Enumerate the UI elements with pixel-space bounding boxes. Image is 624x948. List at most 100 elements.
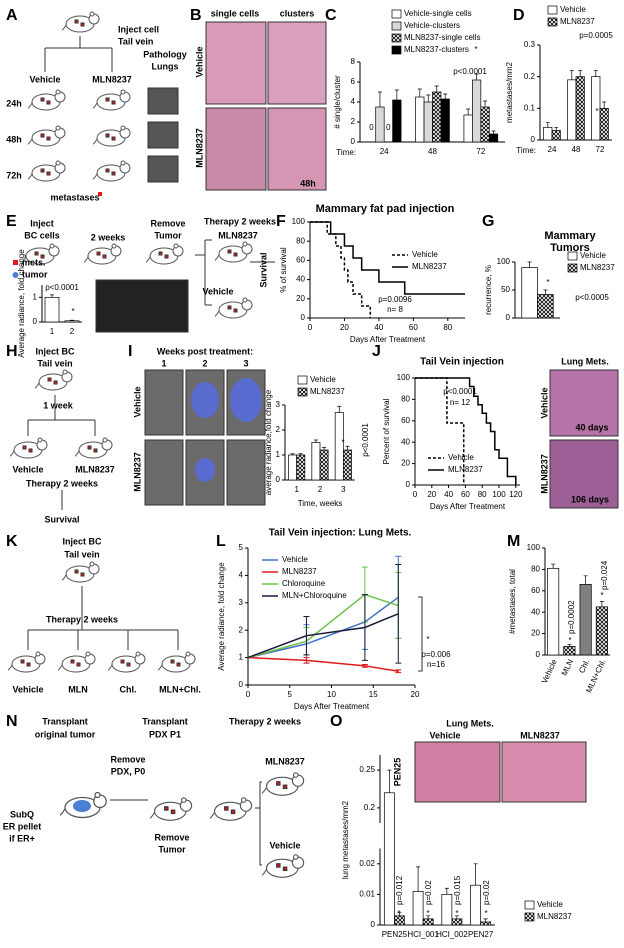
x-tick-label: PEN27 [468, 930, 494, 939]
legend-swatch [567, 251, 578, 261]
y-axis-label: lung metastases/mm2 [341, 800, 350, 879]
bar [311, 442, 321, 481]
bar [567, 79, 577, 141]
x-axis-label: Time: [516, 146, 536, 155]
diagram-label: if ER+ [9, 833, 35, 843]
legend-label: MLN8237-single cells [404, 33, 480, 42]
y-tick-label: 20 [401, 459, 410, 468]
error-bar [387, 769, 392, 793]
error-bar [337, 405, 342, 413]
y-tick-label: 3 [239, 598, 244, 607]
error-bar [417, 88, 422, 97]
diagram-label: MLN [68, 684, 88, 694]
diagram-label: Therapy 2 weeks [204, 216, 276, 226]
error-bar [303, 657, 310, 664]
x-tick-label: 48 [572, 145, 581, 154]
y-tick-label: 60 [401, 416, 410, 425]
x-tick-label: 1 [50, 327, 55, 336]
error-bar [361, 663, 368, 668]
legend-label: Vehicle [580, 251, 606, 260]
chart-title: Tail Vein injection: Lung Mets. [269, 528, 412, 539]
y-axis-label: Average radiance, fold change [217, 562, 226, 671]
bar [375, 106, 385, 143]
y-tick-label: 0 [506, 313, 511, 322]
diagram-label: Survival [44, 514, 79, 524]
diagram-label: SubQ [10, 809, 34, 819]
panel-letter: E [6, 213, 17, 230]
y-tick-label: 0.02 [359, 859, 375, 868]
error-bar [322, 447, 327, 450]
legend-label: Vehicle [310, 375, 336, 384]
annotation: n=16 [427, 660, 446, 669]
annotation: p<0.0005 [575, 293, 609, 302]
y-tick-label: 0.01 [359, 890, 375, 899]
x-tick-label: MLN [560, 658, 575, 677]
y-axis-label: metastases/mm2 [505, 61, 514, 122]
x-tick-label: 0 [413, 490, 418, 499]
y-tick-label: 0.25 [359, 765, 375, 774]
error-bar [583, 575, 588, 585]
y-tick-label: 100 [292, 217, 306, 226]
diagram-label: 48h [300, 178, 316, 188]
x-tick-label: 15 [369, 690, 378, 699]
bar [521, 267, 538, 319]
error-bar [466, 108, 471, 115]
y-tick-label: 0 [301, 313, 306, 322]
annotation: * [397, 909, 400, 918]
bar [472, 79, 482, 143]
x-tick-label: 5 [288, 690, 293, 699]
error-bar [298, 453, 303, 455]
diagram-label: 106 days [571, 494, 609, 504]
error-bar [551, 563, 556, 569]
x-tick-label: 20 [427, 490, 436, 499]
x-tick-label: 24 [380, 147, 389, 156]
annotation: * [568, 636, 571, 645]
legend-label: MLN8237 [448, 465, 483, 474]
data-label: 0 [386, 123, 391, 132]
error-bar [313, 439, 318, 443]
annotation: p=0.024 [600, 560, 609, 590]
legend-label: MLN8237 [412, 262, 447, 271]
panel-letter: I [128, 343, 132, 360]
diagram-label: PDX P1 [149, 729, 181, 739]
x-tick-label: 20 [340, 323, 349, 332]
diagram-label: Inject cell [118, 24, 159, 34]
panel-letter: F [276, 213, 286, 230]
annotation: p=0.006 [421, 650, 451, 659]
legend-swatch [297, 387, 308, 397]
legend-label: Vehicle-single cells [404, 9, 472, 18]
bar [547, 567, 560, 656]
x-tick-label: 20 [411, 690, 420, 699]
error-bar [416, 866, 421, 892]
y-tick-label: 3 [276, 400, 281, 409]
y-tick-label: 50 [501, 285, 510, 294]
y-tick-label: 4 [351, 97, 356, 106]
diagram-label: MLN+Chl. [159, 684, 201, 694]
y-axis-label: Average radiance, fold change [17, 249, 26, 358]
series-line [310, 221, 465, 295]
legend-label: MLN8237 [282, 567, 317, 576]
y-tick-label: 100 [497, 257, 511, 266]
bar [480, 921, 492, 926]
annotation: n= 12 [450, 398, 471, 407]
y-tick-label: 60 [531, 586, 540, 595]
y-tick-label: 60 [296, 256, 305, 265]
annotation: * [71, 307, 74, 316]
legend-label: Vehicle [448, 453, 474, 462]
diagram-label: MLN8237 [539, 454, 549, 494]
legend-swatch [547, 5, 558, 15]
series-line [310, 221, 372, 318]
y-tick-label: 0 [33, 317, 38, 326]
error-bar [361, 594, 368, 661]
y-tick-label: 0.2 [524, 72, 536, 81]
bar [579, 584, 592, 656]
chart-title: Tail Vein injection [420, 357, 504, 368]
legend-label: Chloroquine [282, 579, 326, 588]
diagram-label: BC cells [24, 230, 60, 240]
annotation: p=0.012 [395, 875, 404, 905]
error-bar [569, 69, 574, 80]
error-bar [491, 130, 496, 134]
y-tick-label: 2 [239, 625, 244, 634]
error-bar [434, 85, 439, 92]
series-line [247, 613, 399, 659]
